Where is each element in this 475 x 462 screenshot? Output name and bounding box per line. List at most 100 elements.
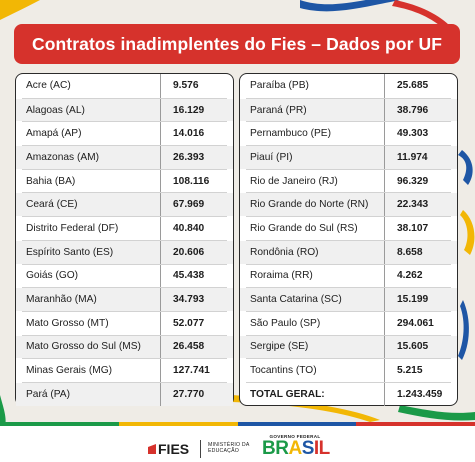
table-row: Maranhão (MA) 34.793 [16,287,233,311]
uf-name: Alagoas (AL) [26,104,85,116]
uf-name: Santa Catarina (SC) [250,294,342,306]
uf-value: 26.458 [160,335,204,359]
uf-value: 38.107 [384,217,428,240]
brasil-part-2: A [288,438,302,459]
uf-value: 15.199 [384,288,428,311]
uf-value: 4.262 [384,264,423,288]
table-row: Paraná (PR) 38.796 [240,97,457,122]
uf-value: 108.116 [160,169,209,193]
table-row: São Paulo (SP) 294.061 [246,310,451,335]
uf-value: 49.303 [384,122,428,146]
uf-name: São Paulo (SP) [250,317,321,329]
table-row: Rondônia (RO) 8.658 [240,239,457,264]
uf-value: 25.685 [384,74,428,98]
table-row: Amapá (AP) 14.016 [22,121,227,146]
uf-value: 16.129 [160,98,204,122]
uf-value: 52.077 [160,311,204,335]
brasil-part-3: S [301,438,315,459]
uf-name: Bahia (BA) [26,175,76,187]
table-row: Roraima (RR) 4.262 [246,263,451,288]
table-row: Santa Catarina (SC) 15.199 [240,287,457,311]
uf-value: 11.974 [384,146,428,169]
table-row: Sergipe (SE) 15.605 [240,334,457,359]
uf-name: Acre (AC) [26,80,71,92]
uf-name: Amapá (AP) [26,128,82,140]
uf-value: 27.770 [160,382,204,406]
uf-value: 38.796 [384,98,428,122]
uf-name: Piauí (PI) [250,151,293,163]
total-row: TOTAL GERAL: 1.243.459 [246,381,451,406]
uf-name: Roraima (RR) [250,270,313,282]
table-row: Ceará (CE) 67.969 [16,192,233,217]
table-row: Pará (PA) 27.770 [16,381,233,406]
table-row: Mato Grosso do Sul (MS) 26.458 [16,334,233,359]
table-row: Amazonas (AM) 26.393 [16,145,233,169]
footer [0,426,475,462]
table-row: Acre (AC) 9.576 [22,74,227,98]
ministry-line-2: EDUCAÇÃO [208,448,240,454]
uf-name: Pará (PA) [26,388,70,400]
uf-value: 8.658 [384,240,423,264]
uf-value: 294.061 [384,311,434,335]
ministry-line-1: MINISTÉRIO DA [208,442,250,448]
table-row: Paraíba (PB) 25.685 [246,74,451,98]
fies-logo: FIES [148,441,189,457]
uf-name: Ceará (CE) [26,199,78,211]
uf-value: 9.576 [160,74,199,98]
uf-name: Goiás (GO) [26,270,79,282]
footer-stripe [0,422,475,426]
brasil-part-4: IL [313,438,330,459]
uf-value: 22.343 [384,193,428,217]
page-title: Contratos inadimplentes do Fies – Dados … [14,24,460,64]
uf-value: 20.606 [160,240,204,264]
uf-value: 14.016 [160,122,204,146]
uf-value: 26.393 [160,146,204,169]
uf-name: Rio Grande do Sul (RS) [250,222,358,234]
uf-name: Mato Grosso (MT) [26,317,109,329]
table-row: Espírito Santo (ES) 20.606 [16,239,233,264]
table-row: Distrito Federal (DF) 40.840 [22,216,227,240]
table-row: Mato Grosso (MT) 52.077 [22,310,227,335]
uf-value: 96.329 [384,169,428,193]
total-label: TOTAL GERAL: [250,388,325,400]
uf-name: Espírito Santo (ES) [26,246,114,258]
table-row: Goiás (GO) 45.438 [22,263,227,288]
table-left: Acre (AC) 9.576 Alagoas (AL) 16.129 Amapá (A… [15,73,234,406]
uf-name: Distrito Federal (DF) [26,222,119,234]
uf-value: 5.215 [384,359,423,382]
table-row: Rio Grande do Sul (RS) 38.107 [246,216,451,240]
uf-name: Amazonas (AM) [26,151,100,163]
uf-name: Paraná (PR) [250,104,307,116]
governo-federal-brasil-logo-icon: GOVERNO FEDERAL BRASIL [262,434,330,459]
table-row: Piauí (PI) 11.974 [240,145,457,169]
table-row: Pernambuco (PE) 49.303 [246,121,451,146]
uf-value: 67.969 [160,193,204,217]
uf-value: 45.438 [160,264,204,288]
uf-name: Mato Grosso do Sul (MS) [26,341,141,353]
uf-value: 15.605 [384,335,428,359]
uf-name: Tocantins (TO) [250,365,317,377]
ministry-label: MINISTÉRIO DA EDUCAÇÃO [208,442,250,454]
fies-logo-mark-icon [148,444,156,454]
uf-value: 40.840 [160,217,204,240]
uf-name: Rondônia (RO) [250,246,319,258]
uf-name: Rio Grande do Norte (RN) [250,199,369,211]
brasil-part-1: BR [262,438,289,459]
uf-name: Maranhão (MA) [26,294,97,306]
footer-divider [200,440,201,458]
table-row: Rio de Janeiro (RJ) 96.329 [246,168,451,193]
uf-name: Sergipe (SE) [250,341,309,353]
table-right: Paraíba (PB) 25.685 Paraná (PR) 38.796 Perna… [239,73,458,406]
table-row: Minas Gerais (MG) 127.741 [22,358,227,382]
uf-name: Pernambuco (PE) [250,128,331,140]
uf-name: Paraíba (PB) [250,80,309,92]
table-row: Alagoas (AL) 16.129 [16,97,233,122]
table-row: Bahia (BA) 108.116 [22,168,227,193]
total-value: 1.243.459 [384,382,442,406]
fies-logo-text: FIES [158,441,190,457]
uf-name: Minas Gerais (MG) [26,365,113,377]
gov-label: GOVERNO FEDERAL [269,434,321,439]
uf-value: 34.793 [160,288,204,311]
uf-name: Rio de Janeiro (RJ) [250,175,338,187]
uf-value: 127.741 [160,359,210,382]
